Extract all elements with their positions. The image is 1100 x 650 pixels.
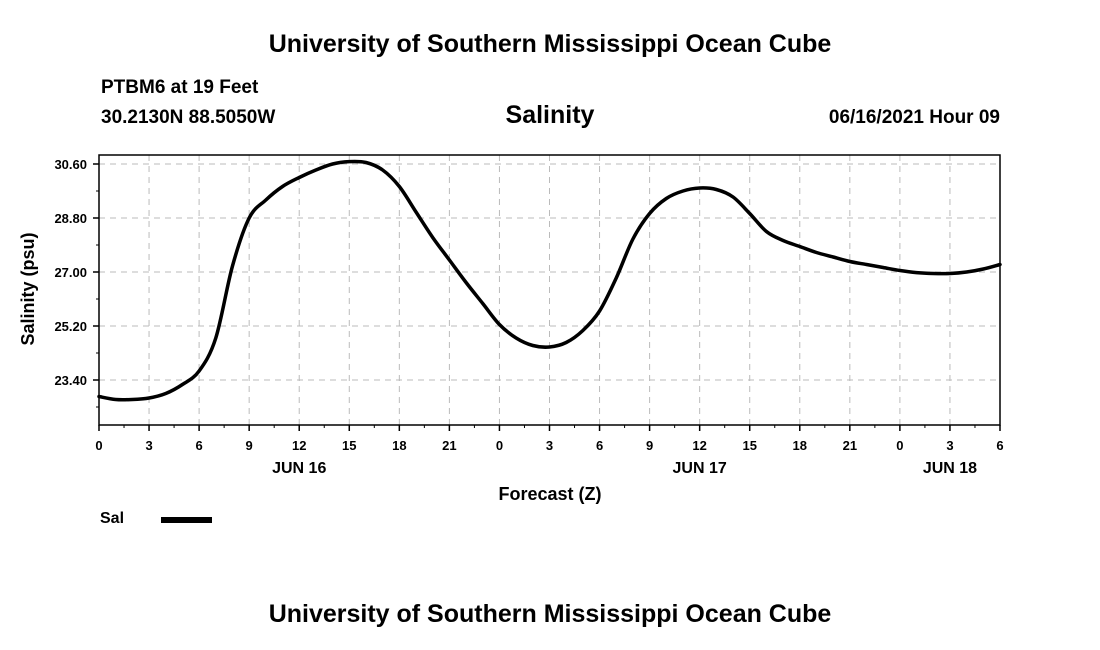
y-tick-label: 30.60 (54, 157, 87, 172)
forecast-timestamp: 06/16/2021 Hour 09 (828, 107, 1000, 128)
x-tick-label: 3 (946, 438, 953, 453)
x-tick-label: 0 (95, 438, 102, 453)
axes: 0 3 6 9 12 15 18 21 0 3 6 9 12 15 18 21 0 3 6 JUN 16 JUN 17 J… (54, 157, 1003, 477)
x-tick-label: 18 (793, 438, 807, 453)
x-date-label: JUN 17 (673, 460, 727, 477)
y-tick-label: 25.20 (54, 319, 87, 334)
x-date-label: JUN 18 (923, 460, 977, 477)
y-tick-label: 27.00 (54, 265, 87, 280)
x-axis-title: Forecast (Z) (498, 484, 601, 504)
series-line-sal (97, 159, 1002, 402)
x-tick-label: 15 (342, 438, 356, 453)
x-tick-label: 0 (896, 438, 903, 453)
legend-label: Sal (100, 510, 125, 527)
x-tick-label: 21 (442, 438, 456, 453)
x-tick-label: 3 (546, 438, 553, 453)
x-tick-label: 21 (843, 438, 857, 453)
coordinates-label: 30.2130N 88.5050W (101, 107, 276, 128)
x-tick-label: 12 (292, 438, 306, 453)
x-date-label: JUN 16 (272, 460, 326, 477)
x-tick-label: 15 (742, 438, 756, 453)
y-axis-title: Salinity (psu) (18, 232, 38, 345)
x-tick-label: 6 (195, 438, 202, 453)
chart-title: Salinity (505, 101, 595, 129)
x-tick-label: 6 (596, 438, 603, 453)
x-tick-label: 6 (996, 438, 1003, 453)
x-tick-label: 18 (392, 438, 406, 453)
chart-header-title: University of Southern Mississippi Ocean… (268, 30, 832, 58)
y-tick-label: 23.40 (54, 373, 87, 388)
x-tick-label: 9 (246, 438, 253, 453)
legend-line-swatch (161, 517, 212, 523)
x-tick-label: 3 (145, 438, 152, 453)
x-tick-label: 0 (496, 438, 503, 453)
chart-footer-title: University of Southern Mississippi Ocean… (268, 600, 832, 628)
y-tick-label: 28.80 (54, 211, 87, 226)
data-layer (97, 159, 1002, 402)
x-tick-label: 9 (646, 438, 653, 453)
station-label: PTBM6 at 19 Feet (101, 77, 259, 98)
x-tick-label: 12 (692, 438, 706, 453)
grid-lines (99, 155, 1000, 425)
